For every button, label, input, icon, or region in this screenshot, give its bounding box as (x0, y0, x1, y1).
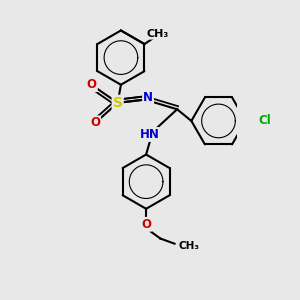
Text: N: N (143, 91, 153, 103)
Text: O: O (90, 116, 100, 129)
Text: O: O (141, 218, 151, 231)
Text: HN: HN (140, 128, 160, 141)
Text: S: S (113, 96, 123, 110)
Text: CH₃: CH₃ (147, 29, 169, 39)
Text: O: O (87, 78, 97, 91)
Text: CH₃: CH₃ (178, 241, 200, 251)
Text: Cl: Cl (259, 114, 272, 128)
